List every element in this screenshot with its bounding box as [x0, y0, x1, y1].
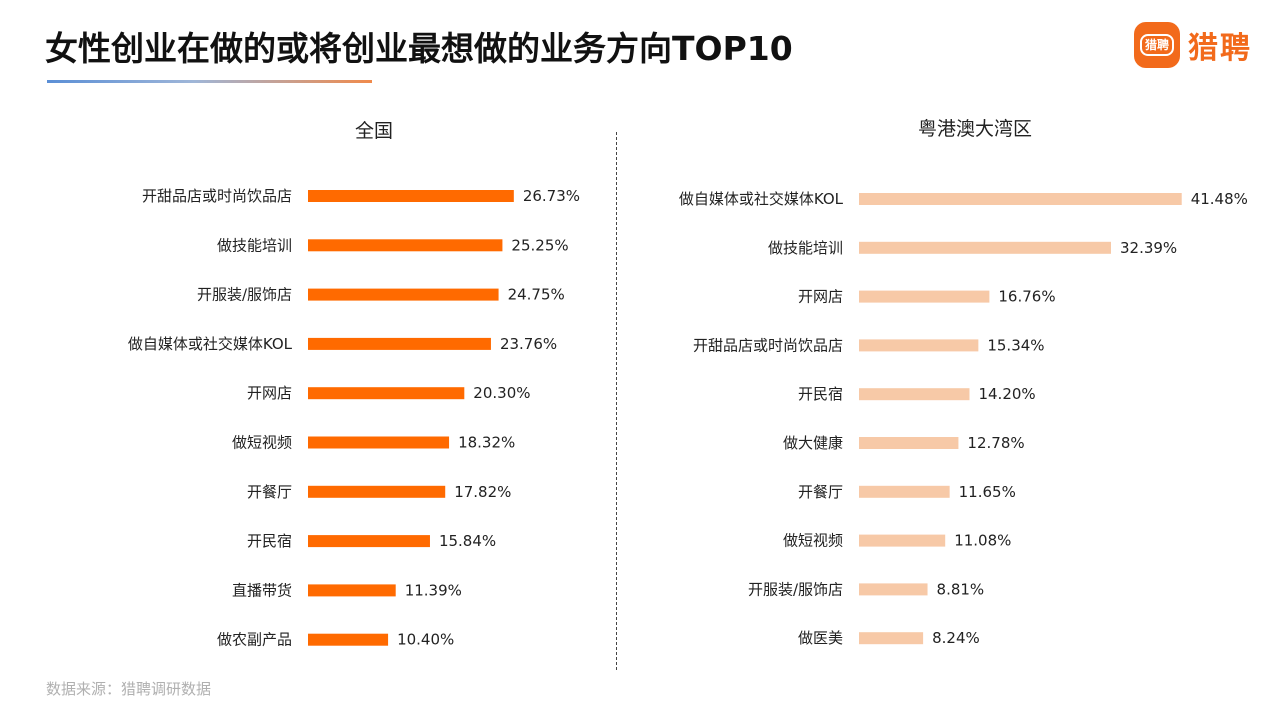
- bar: [308, 633, 389, 646]
- category-label: 开餐厅: [798, 483, 843, 501]
- value-label: 41.48%: [1191, 190, 1248, 208]
- bar: [859, 437, 959, 449]
- bar: [859, 339, 979, 352]
- bar: [308, 190, 514, 202]
- bar: [859, 241, 1111, 254]
- bar: [859, 485, 950, 498]
- bar: [859, 583, 928, 596]
- bar: [859, 534, 946, 547]
- value-label: 25.25%: [511, 236, 568, 254]
- bar: [859, 290, 990, 303]
- bar: [308, 337, 491, 350]
- logo-badge-text: 猎聘: [1139, 34, 1174, 56]
- bar: [859, 632, 924, 645]
- category-label: 开民宿: [247, 532, 292, 550]
- data-source: 数据来源：猎聘调研数据: [46, 680, 212, 698]
- chart-title-gba: 粤港澳大湾区: [918, 118, 1033, 140]
- value-label: 10.40%: [397, 631, 454, 649]
- category-label: 开民宿: [798, 385, 843, 403]
- bar: [308, 584, 396, 597]
- category-label: 开网店: [247, 384, 292, 402]
- value-label: 24.75%: [508, 286, 565, 304]
- value-label: 11.65%: [959, 483, 1016, 501]
- value-label: 20.30%: [473, 384, 530, 402]
- category-label: 做技能培训: [217, 236, 292, 254]
- panel-divider: [616, 132, 617, 670]
- category-label: 开甜品店或时尚饮品店: [142, 187, 292, 205]
- value-label: 26.73%: [523, 187, 580, 205]
- category-label: 做技能培训: [768, 239, 843, 257]
- chart-title-national: 全国: [355, 120, 394, 142]
- value-label: 23.76%: [500, 335, 557, 353]
- value-label: 12.78%: [967, 434, 1024, 452]
- value-label: 14.20%: [978, 385, 1035, 403]
- value-label: 17.82%: [454, 483, 511, 501]
- title-underline: [47, 80, 372, 83]
- category-label: 做自媒体或社交媒体KOL: [679, 190, 844, 208]
- value-label: 15.84%: [439, 532, 496, 550]
- chart-gba: 做自媒体或社交媒体KOL 41.48% 做技能培训 32.39% 开网店 16.76% 开甜…: [679, 190, 1248, 647]
- category-label: 开服装/服饰店: [197, 286, 292, 304]
- category-label: 开餐厅: [247, 483, 292, 501]
- value-label: 11.39%: [405, 581, 462, 599]
- bar: [308, 239, 503, 252]
- category-label: 做短视频: [232, 434, 292, 452]
- brand-logo: 猎聘 猎聘: [1134, 22, 1252, 68]
- chart-national: 开甜品店或时尚饮品店 26.73% 做技能培训 25.25% 开服装/服饰店 24.75%…: [128, 187, 580, 649]
- category-label: 做大健康: [783, 434, 843, 452]
- value-label: 32.39%: [1120, 239, 1177, 257]
- bar: [308, 387, 465, 400]
- category-label: 直播带货: [232, 581, 292, 599]
- value-label: 16.76%: [998, 288, 1055, 306]
- logo-badge-icon: 猎聘: [1134, 22, 1180, 68]
- category-label: 做农副产品: [217, 631, 292, 649]
- logo-text: 猎聘: [1188, 31, 1252, 66]
- category-label: 做自媒体或社交媒体KOL: [128, 335, 293, 353]
- category-label: 开网店: [798, 288, 843, 306]
- bar: [308, 485, 446, 498]
- value-label: 15.34%: [987, 336, 1044, 354]
- bar: [308, 436, 450, 449]
- bar: [859, 388, 970, 401]
- bar: [859, 193, 1182, 205]
- category-label: 开服装/服饰店: [748, 580, 843, 598]
- bar: [308, 288, 499, 301]
- value-label: 8.81%: [937, 580, 985, 598]
- value-label: 8.24%: [932, 629, 980, 647]
- category-label: 开甜品店或时尚饮品店: [693, 336, 843, 354]
- page-title: 女性创业在做的或将创业最想做的业务方向TOP10: [45, 29, 793, 68]
- value-label: 11.08%: [954, 532, 1011, 550]
- bar: [308, 535, 430, 548]
- value-label: 18.32%: [458, 434, 515, 452]
- category-label: 做医美: [798, 629, 843, 647]
- category-label: 做短视频: [783, 532, 843, 550]
